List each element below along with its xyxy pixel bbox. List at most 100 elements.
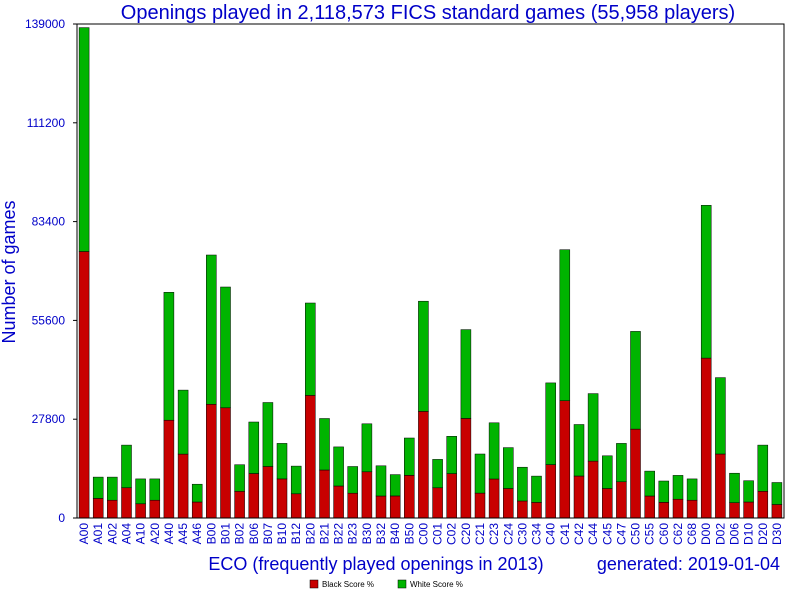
x-tick-label: C40: [544, 523, 558, 545]
bar-white-c68: [686, 478, 698, 501]
bar-white-d06: [729, 472, 740, 503]
bar-white-c00: [418, 300, 429, 412]
bar-white-b23: [347, 466, 358, 494]
bar-black-b10: [276, 478, 288, 519]
bar-black-d02: [715, 453, 726, 519]
bar-white-c45: [602, 455, 613, 489]
x-tick-label: C41: [558, 523, 572, 545]
x-tick-label: B12: [289, 523, 303, 545]
bar-black-c45: [602, 488, 613, 519]
x-tick-label: D00: [699, 523, 713, 545]
x-tick-label: B01: [219, 523, 233, 545]
x-tick-label: A45: [176, 523, 190, 545]
bar-white-b10: [276, 443, 288, 480]
bar-white-c40: [545, 382, 556, 465]
x-tick-label: C02: [445, 523, 459, 545]
bar-white-c34: [531, 475, 542, 503]
y-axis: 0 27800 55600 83400 111200 139000: [25, 17, 77, 525]
bar-white-c47: [616, 443, 627, 483]
x-tick-label: D20: [756, 523, 770, 545]
bar-black-a20: [149, 499, 161, 519]
bar-black-b00: [206, 404, 217, 519]
bar-white-b22: [333, 446, 344, 487]
x-tick-label: C47: [614, 523, 628, 545]
x-tick-label: D02: [713, 523, 727, 545]
bar-black-b02: [234, 491, 245, 519]
bar-white-a45: [177, 389, 189, 455]
bar-white-b12: [290, 465, 302, 495]
bar-black-c47: [616, 481, 627, 519]
bar-white-d00: [700, 205, 712, 359]
x-tick-label: D30: [770, 523, 784, 545]
x-tick-label: B21: [318, 523, 332, 545]
bar-black-b20: [305, 395, 316, 519]
bar-white-c23: [488, 422, 500, 480]
bar-black-c41: [559, 400, 571, 519]
bar-black-c30: [517, 500, 528, 519]
chart-title: Openings played in 2,118,573 FICS standa…: [121, 2, 735, 24]
x-tick-label: C21: [473, 523, 487, 545]
x-tick-label: C01: [431, 523, 445, 545]
bar-black-a01: [92, 498, 104, 519]
x-tick-label: B40: [388, 523, 402, 545]
x-tick-label: C34: [530, 523, 544, 545]
bar-white-c55: [644, 470, 655, 497]
x-axis: A00 A01 A02 A04 A10 A20 A40 A45 A46 B00 B01 B02 B06 B…: [77, 523, 784, 545]
x-tick-label: B07: [261, 523, 275, 545]
bar-black-a46: [191, 501, 203, 519]
x-tick-label: B10: [275, 523, 289, 545]
x-tick-label: B23: [346, 523, 360, 545]
generated-date: generated: 2019-01-04: [597, 554, 780, 574]
bar-white-c20: [460, 329, 472, 419]
bar-black-b32: [375, 495, 387, 519]
bar-black-a40: [163, 420, 175, 519]
bar-black-d10: [743, 501, 754, 519]
x-tick-label: B32: [374, 523, 388, 545]
x-tick-label: B00: [204, 523, 218, 545]
x-axis-title: ECO (frequently played openings in 2013): [208, 554, 543, 574]
bar-white-a46: [191, 483, 203, 503]
bar-white-c21: [474, 453, 486, 494]
bar-black-b40: [389, 495, 401, 519]
bar-black-b23: [347, 492, 358, 519]
bar-white-c24: [503, 447, 514, 489]
bar-black-b30: [361, 471, 373, 519]
bar-black-d30: [771, 504, 783, 519]
bar-white-a04: [121, 444, 132, 488]
legend-label-white: White Score %: [410, 580, 463, 589]
x-tick-label: C45: [600, 523, 614, 545]
x-tick-label: C24: [501, 523, 515, 545]
bar-black-c50: [630, 428, 641, 519]
legend: Black Score % White Score %: [309, 579, 463, 589]
bar-white-b40: [389, 474, 401, 497]
x-tick-label: C62: [671, 523, 685, 545]
bar-black-c68: [686, 499, 698, 519]
x-tick-label: A10: [134, 523, 148, 545]
bar-white-c62: [672, 475, 684, 500]
bar-black-d06: [729, 502, 740, 519]
y-tick-label: 83400: [32, 215, 66, 229]
bar-white-c02: [446, 436, 457, 474]
y-tick-label: 55600: [32, 313, 66, 327]
bar-black-a02: [107, 499, 118, 519]
bar-white-a20: [149, 478, 161, 501]
bar-white-c41: [559, 249, 571, 401]
y-axis-title: Number of games: [0, 200, 19, 343]
bar-white-c50: [630, 331, 641, 430]
plot-frame: [76, 23, 785, 519]
bar-white-a40: [163, 292, 175, 421]
bar-white-c01: [432, 459, 443, 489]
y-tick-label: 0: [58, 511, 65, 525]
bar-white-b21: [319, 418, 330, 471]
y-tick-label: 111200: [27, 116, 66, 130]
bar-white-b07: [262, 402, 274, 467]
bar-black-c42: [573, 475, 585, 519]
x-tick-label: A04: [120, 523, 134, 545]
bar-white-c30: [517, 466, 528, 502]
bar-white-a01: [92, 476, 104, 499]
x-tick-label: C20: [459, 523, 473, 545]
x-tick-label: C50: [629, 523, 643, 545]
bar-black-a00: [78, 251, 90, 519]
bar-black-a10: [135, 503, 146, 519]
